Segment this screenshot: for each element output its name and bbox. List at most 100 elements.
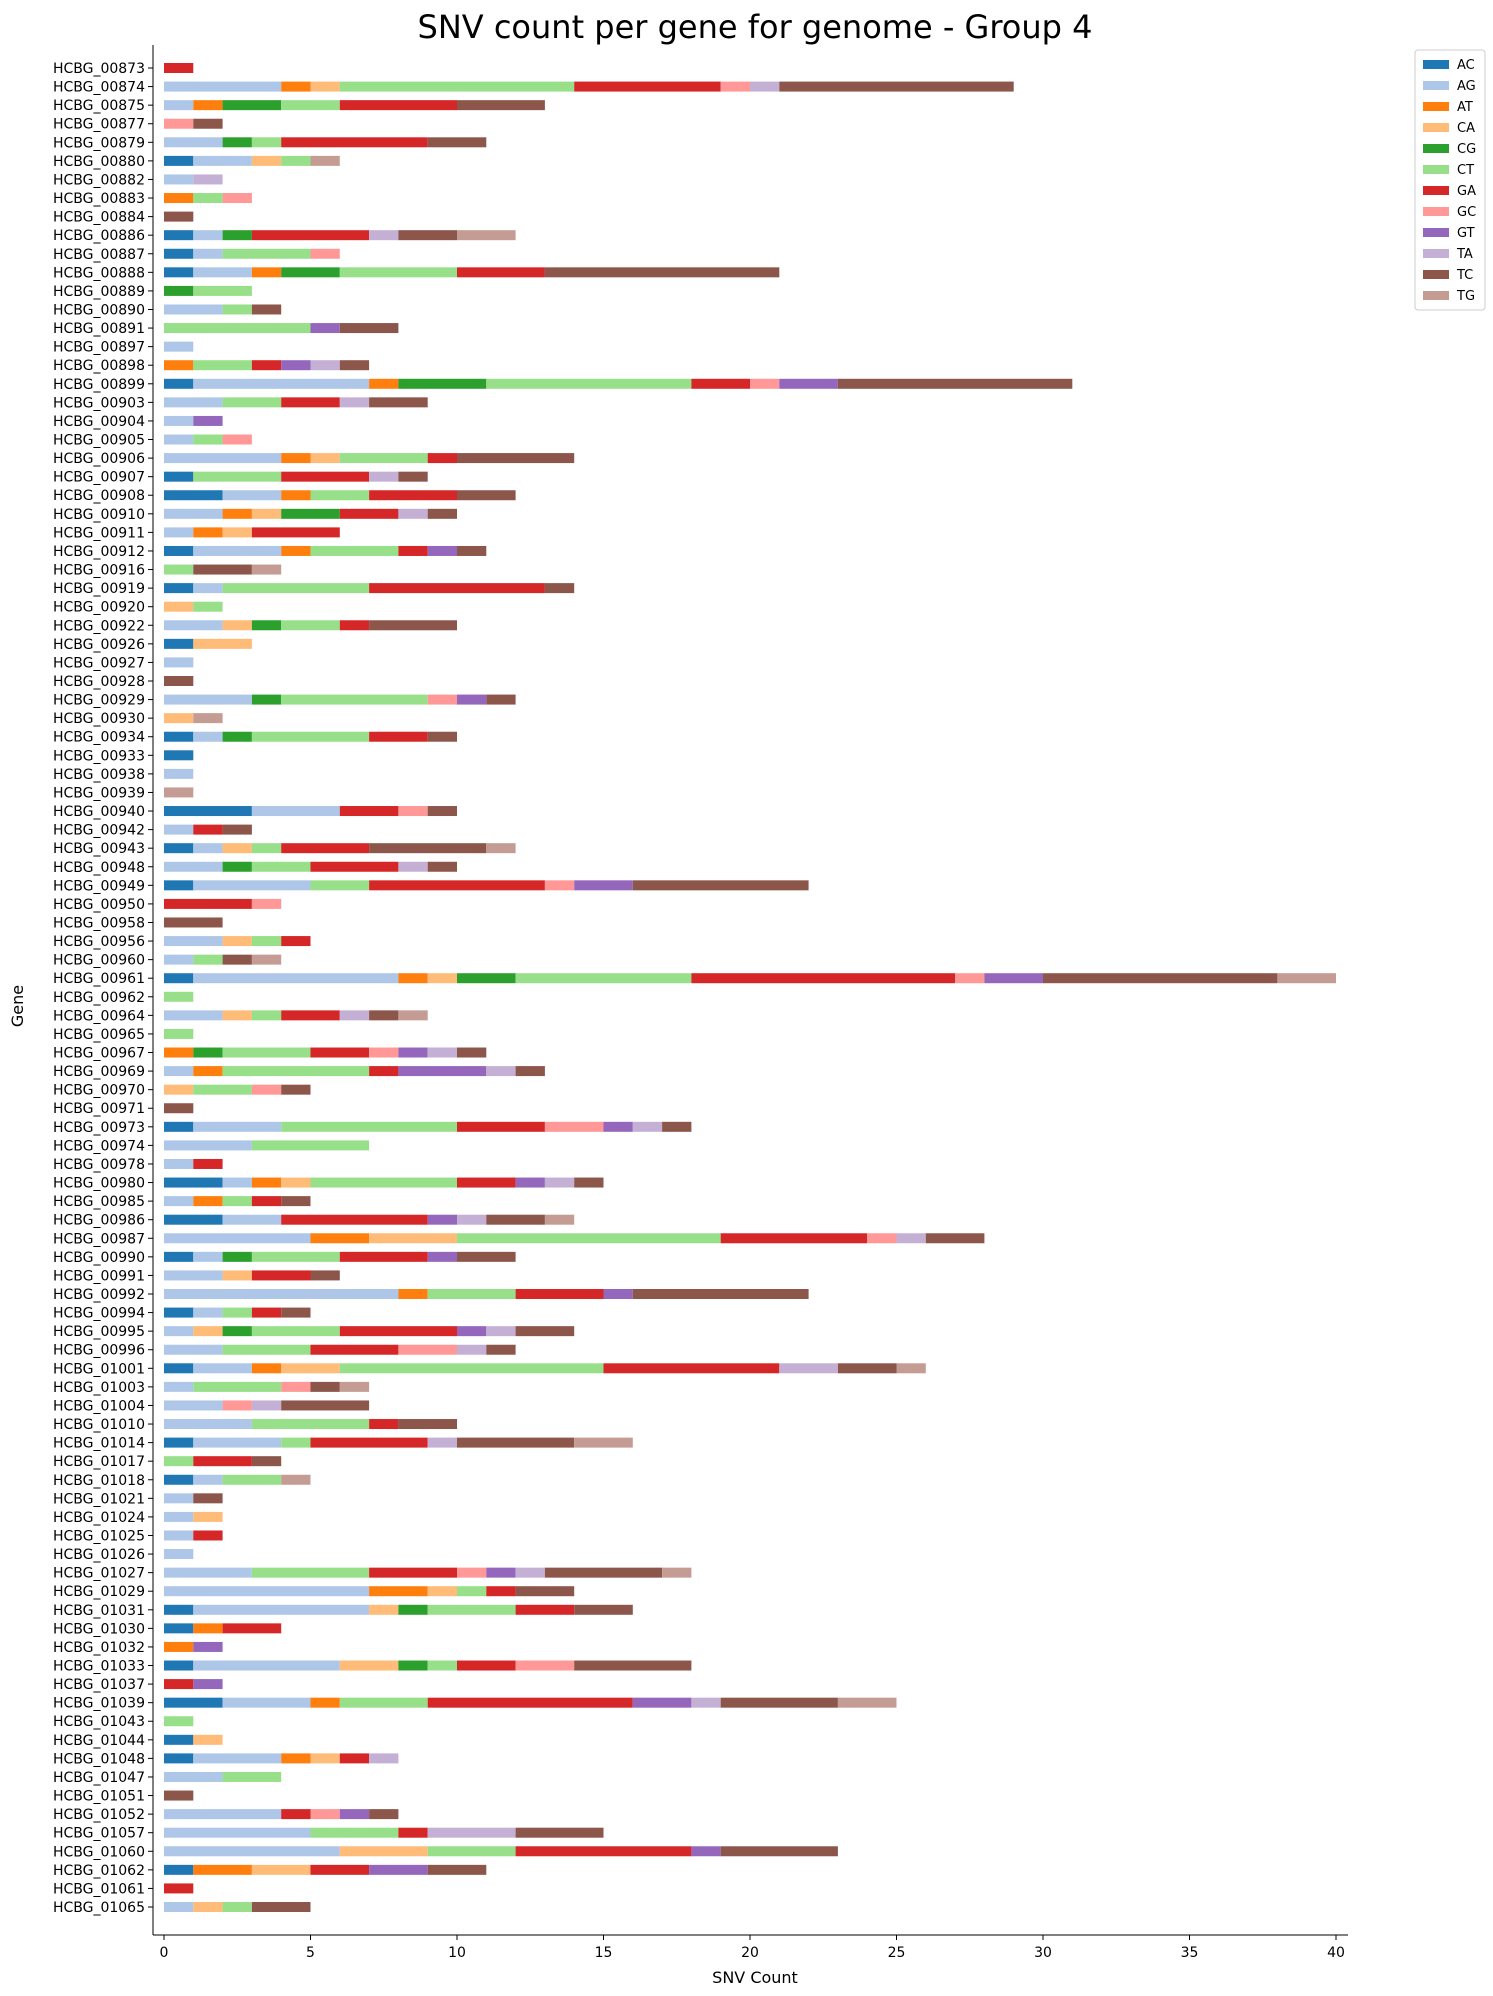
- bar-segment-HCBG_01030-AT: [193, 1623, 223, 1634]
- bar-segment-HCBG_00996-TC: [486, 1344, 516, 1355]
- bar-segment-HCBG_01044-CA: [193, 1734, 223, 1745]
- bar-segment-HCBG_00958-TC: [164, 917, 223, 928]
- y-tick-label: HCBG_00930: [53, 711, 145, 727]
- bar-segment-HCBG_00938-AG: [164, 768, 194, 779]
- bar-segment-HCBG_00903-CT: [222, 397, 282, 408]
- bar-segment-HCBG_00961-CT: [515, 973, 692, 984]
- bar-segment-HCBG_00990-TC: [457, 1251, 516, 1262]
- bar-segment-HCBG_00875-GA: [339, 100, 457, 111]
- bar-segment-HCBG_00949-TC: [632, 880, 809, 891]
- bar-segment-HCBG_00930-CA: [164, 713, 194, 724]
- bar-segment-HCBG_00926-CA: [193, 638, 252, 649]
- legend-label-CT: CT: [1457, 163, 1474, 178]
- bar-segment-HCBG_00930-TG: [193, 713, 223, 724]
- bar-segment-HCBG_01024-CA: [193, 1511, 223, 1522]
- bar-segment-HCBG_00987-GC: [867, 1233, 897, 1244]
- bar-segment-HCBG_00960-TG: [251, 954, 282, 965]
- bar-segment-HCBG_00908-TC: [457, 490, 516, 501]
- bar-segment-HCBG_00899-AG: [193, 378, 370, 389]
- bar-segment-HCBG_00908-AT: [281, 490, 311, 501]
- bar-segment-HCBG_00995-GT: [457, 1326, 487, 1337]
- bar-segment-HCBG_00888-AC: [164, 267, 194, 278]
- y-tick-label: HCBG_00949: [53, 878, 145, 894]
- bar-segment-HCBG_01004-TA: [251, 1400, 282, 1411]
- bar-segment-HCBG_00929-GC: [427, 694, 457, 705]
- bar-segment-HCBG_01048-AG: [193, 1753, 282, 1764]
- bar-segment-HCBG_01039-AC: [164, 1697, 223, 1708]
- bar-segment-HCBG_00986-GA: [281, 1214, 428, 1225]
- bar-segment-HCBG_01062-GT: [369, 1864, 428, 1875]
- bar-segment-HCBG_00911-GA: [251, 527, 340, 538]
- y-tick-label: HCBG_00956: [53, 934, 145, 950]
- bar-segment-HCBG_00906-TC: [457, 453, 575, 464]
- y-tick-label: HCBG_00926: [53, 637, 145, 653]
- y-tick-label: HCBG_00886: [53, 228, 145, 244]
- bar-segment-HCBG_00961-AT: [398, 973, 428, 984]
- bar-segment-HCBG_01014-TA: [427, 1437, 457, 1448]
- x-tick-label: 35: [1181, 1945, 1199, 1961]
- bar-segment-HCBG_00961-TC: [1043, 973, 1278, 984]
- bar-segment-HCBG_00926-AC: [164, 638, 194, 649]
- bar-segment-HCBG_00985-CT: [222, 1196, 252, 1207]
- bar-segment-HCBG_00880-TG: [310, 155, 340, 166]
- bar-segment-HCBG_00969-CT: [222, 1066, 370, 1077]
- legend-swatch-GA: [1423, 186, 1449, 195]
- bar-segment-HCBG_00910-CA: [251, 508, 282, 519]
- bar-segment-HCBG_01017-GA: [193, 1456, 252, 1467]
- legend-label-GA: GA: [1457, 184, 1476, 199]
- bar-segment-HCBG_01029-TC: [515, 1586, 575, 1597]
- bar-segment-HCBG_00911-AT: [193, 527, 223, 538]
- bar-segment-HCBG_00996-GC: [398, 1344, 457, 1355]
- bar-segment-HCBG_01065-CA: [193, 1902, 223, 1912]
- bar-segment-HCBG_00973-GA: [457, 1121, 545, 1132]
- bar-segment-HCBG_00891-GT: [310, 323, 340, 334]
- bar-segment-HCBG_00934-GA: [369, 731, 428, 742]
- bar-segment-HCBG_00908-GA: [369, 490, 457, 501]
- bar-segment-HCBG_01037-GA: [164, 1679, 194, 1690]
- bar-segment-HCBG_00961-GT: [984, 973, 1043, 984]
- y-tick-label: HCBG_00940: [53, 804, 145, 820]
- bar-segment-HCBG_00967-TC: [457, 1047, 487, 1058]
- bar-segment-HCBG_00964-AG: [164, 1010, 223, 1021]
- bar-segment-HCBG_00949-AG: [193, 880, 311, 891]
- bar-segment-HCBG_00980-AG: [222, 1177, 252, 1188]
- bar-segment-HCBG_01048-GA: [339, 1753, 370, 1764]
- bar-segment-HCBG_00903-GA: [281, 397, 340, 408]
- y-tick-label: HCBG_00883: [53, 191, 145, 207]
- bar-segment-HCBG_00883-CT: [193, 193, 223, 204]
- bar-segment-HCBG_00973-CT: [281, 1121, 457, 1132]
- bar-segment-HCBG_01029-AG: [164, 1586, 370, 1597]
- bar-segment-HCBG_00996-TA: [457, 1344, 487, 1355]
- bar-segment-HCBG_01062-CA: [251, 1864, 311, 1875]
- bar-segment-HCBG_00888-CG: [281, 267, 340, 278]
- bar-segment-HCBG_00961-GA: [691, 973, 956, 984]
- y-tick-label: HCBG_00916: [53, 563, 145, 579]
- bar-segment-HCBG_00880-AC: [164, 155, 194, 166]
- bar-segment-HCBG_00899-GA: [691, 378, 750, 389]
- bar-segment-HCBG_00903-TA: [339, 397, 370, 408]
- bar-segment-HCBG_00943-CT: [251, 843, 282, 854]
- bar-segment-HCBG_00934-TC: [427, 731, 457, 742]
- bar-segment-HCBG_00970-TC: [281, 1084, 311, 1095]
- bar-segment-HCBG_01039-AG: [222, 1697, 311, 1708]
- bar-segment-HCBG_01062-TC: [427, 1864, 487, 1875]
- bar-segment-HCBG_00899-TC: [837, 378, 1073, 389]
- bar-segment-HCBG_00987-AG: [164, 1233, 311, 1244]
- bar-segment-HCBG_01031-CG: [398, 1604, 428, 1615]
- bar-segment-HCBG_00967-AT: [164, 1047, 194, 1058]
- y-tick-label: HCBG_01001: [53, 1361, 145, 1377]
- y-tick-label: HCBG_00995: [53, 1324, 145, 1340]
- legend-label-TC: TC: [1456, 268, 1473, 283]
- bar-segment-HCBG_00949-AC: [164, 880, 194, 891]
- bar-segment-HCBG_00961-CG: [457, 973, 516, 984]
- bar-segment-HCBG_00908-CT: [310, 490, 370, 501]
- bar-segment-HCBG_00994-CT: [222, 1307, 252, 1318]
- y-tick-label: HCBG_00879: [53, 135, 145, 151]
- legend-label-TG: TG: [1456, 289, 1475, 304]
- y-tick-label: HCBG_01014: [53, 1436, 145, 1452]
- legend-label-GT: GT: [1457, 226, 1475, 241]
- bar-segment-HCBG_00904-AG: [164, 415, 194, 426]
- bar-segment-HCBG_00980-CA: [281, 1177, 311, 1188]
- bar-segment-HCBG_00886-TA: [369, 230, 399, 241]
- y-tick-label: HCBG_00992: [53, 1287, 145, 1303]
